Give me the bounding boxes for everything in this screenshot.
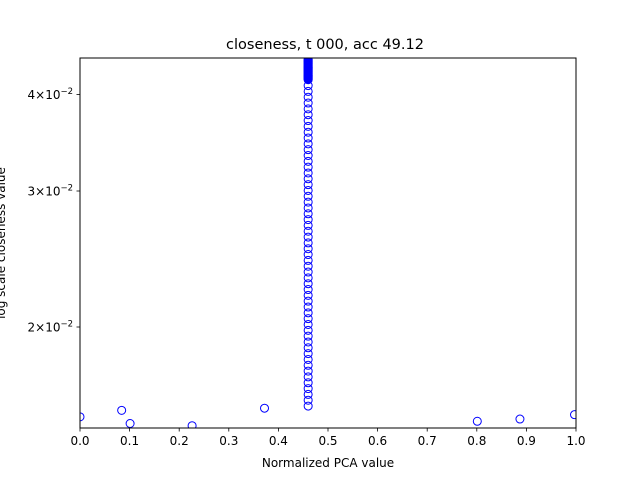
data-point [303, 98, 313, 108]
data-points [80, 58, 576, 428]
data-point [570, 410, 576, 420]
data-point [303, 92, 313, 102]
x-tick-label: 0.9 [517, 434, 536, 448]
data-point [303, 319, 313, 329]
data-point [303, 302, 313, 312]
data-point [303, 191, 313, 201]
data-point [125, 419, 135, 428]
data-point [303, 127, 313, 137]
data-point [303, 133, 313, 143]
data-point [303, 58, 313, 65]
x-tick-label: 0.2 [170, 434, 189, 448]
data-point [303, 395, 313, 405]
data-point [303, 308, 313, 318]
data-point [80, 412, 85, 422]
data-point [303, 121, 313, 131]
data-point [303, 354, 313, 364]
data-point [117, 405, 127, 415]
y-tick-label: 4×10−2 [28, 87, 74, 102]
data-point [303, 337, 313, 347]
data-point [303, 366, 313, 376]
data-point [303, 226, 313, 236]
data-point [303, 401, 313, 411]
data-point [303, 255, 313, 265]
data-point [303, 139, 313, 149]
data-point [515, 414, 525, 424]
data-point [303, 232, 313, 242]
data-point [303, 209, 313, 219]
data-point [187, 421, 197, 428]
x-tick-label: 0.3 [219, 434, 238, 448]
x-tick-label: 0.5 [318, 434, 337, 448]
x-tick-label: 0.4 [269, 434, 288, 448]
data-point [303, 343, 313, 353]
data-point [303, 360, 313, 370]
data-point [303, 285, 313, 295]
data-point [303, 110, 313, 120]
data-point [303, 180, 313, 190]
data-point [303, 372, 313, 382]
data-point [303, 267, 313, 277]
x-tick-label: 1.0 [566, 434, 585, 448]
data-point [303, 389, 313, 399]
x-tick-label: 0.1 [120, 434, 139, 448]
data-point [303, 151, 313, 160]
data-point [303, 197, 313, 207]
data-point [303, 162, 313, 172]
data-point [303, 296, 313, 306]
x-tick-label: 0.0 [70, 434, 89, 448]
x-tick-label: 0.7 [418, 434, 437, 448]
data-point [472, 416, 482, 426]
data-point [303, 156, 313, 166]
y-axis-title: log scale closeness value [0, 167, 8, 319]
plot-frame [79, 57, 577, 429]
data-point [303, 185, 313, 195]
x-axis-title: Normalized PCA value [262, 456, 394, 470]
data-point [303, 261, 313, 271]
chart-title: closeness, t 000, acc 49.12 [226, 37, 424, 53]
x-tick-label: 0.6 [368, 434, 387, 448]
data-point [303, 250, 313, 260]
data-point [303, 325, 313, 335]
data-point [303, 174, 313, 184]
y-tick-label: 2×10−2 [28, 320, 74, 335]
data-point [303, 378, 313, 388]
data-point [303, 104, 313, 114]
data-point [303, 168, 313, 178]
x-axis-ticks: 0.0 0.1 0.2 0.3 0.4 0.5 0.6 0.7 0.8 0.9 1.0 [70, 428, 586, 448]
data-point [303, 349, 313, 359]
data-point [303, 314, 313, 324]
data-point [303, 290, 313, 300]
data-point [303, 331, 313, 341]
data-point [303, 215, 313, 225]
data-point [303, 279, 313, 289]
data-point [303, 384, 313, 394]
data-point [303, 116, 313, 126]
data-point [303, 86, 313, 96]
data-point [303, 220, 313, 230]
y-axis-ticks: 2×10−2 3×10−2 4×10−2 [28, 87, 80, 335]
x-tick-label: 0.8 [467, 434, 486, 448]
data-point [303, 244, 313, 254]
y-tick-label: 3×10−2 [28, 184, 74, 199]
data-point [303, 273, 313, 283]
data-point [303, 238, 313, 248]
data-point [303, 203, 313, 213]
data-point [303, 145, 313, 155]
data-point [260, 403, 270, 413]
